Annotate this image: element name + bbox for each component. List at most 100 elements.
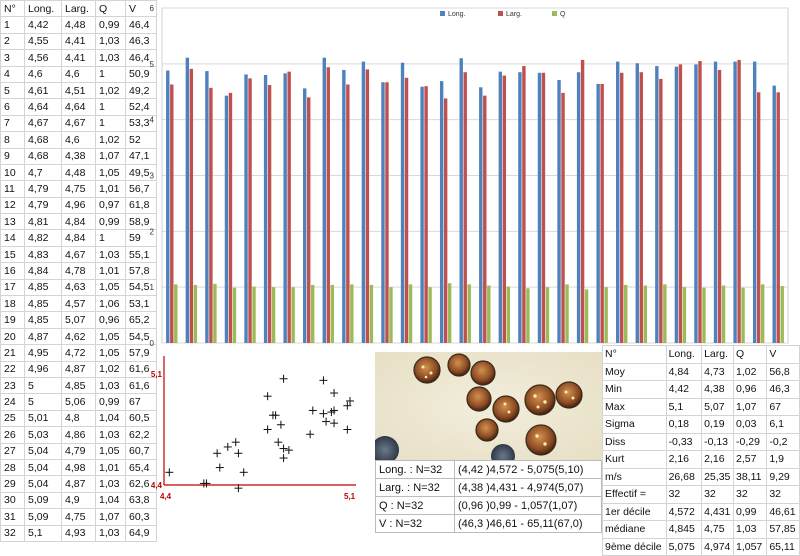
table-cell: 53,1 xyxy=(125,295,157,313)
scatter-point xyxy=(215,463,224,472)
bar-q xyxy=(428,287,432,343)
legend-label: Long. xyxy=(448,11,466,18)
bar-long xyxy=(694,64,698,344)
bar-q xyxy=(545,287,550,343)
y-tick-label: 0 xyxy=(150,339,155,348)
bar-long xyxy=(752,61,757,343)
table-row: 22 4,96 4,87 1,02 61,6 xyxy=(0,360,157,378)
table-cell: 1,02 xyxy=(95,360,126,378)
bar-long xyxy=(322,57,326,344)
stats-cell: 4,38 xyxy=(701,380,734,399)
table-cell: 4,75 xyxy=(61,508,96,526)
bar-long xyxy=(400,62,405,343)
table-cell: 26 xyxy=(0,426,25,444)
table-cell: 5,03 xyxy=(24,426,62,444)
bar-q xyxy=(291,287,295,343)
y-tick-label: 5,1 xyxy=(151,370,163,379)
bar-long xyxy=(342,69,346,343)
bar-long xyxy=(459,58,463,343)
table-cell: 60,3 xyxy=(125,508,157,526)
bar-larg xyxy=(698,61,702,344)
table-cell: 15 xyxy=(0,245,25,264)
range-value: (4,42 )4,572 - 5,075(5,10) xyxy=(454,460,602,479)
table-row: 24 5 5,06 0,99 67 xyxy=(0,393,157,411)
stats-cell: 0,96 xyxy=(732,380,768,399)
bar-larg xyxy=(522,66,526,344)
table-cell: 18 xyxy=(0,295,25,313)
table-header-cell: Larg. xyxy=(61,0,96,18)
bar-q xyxy=(252,286,256,343)
table-cell: 4,6 xyxy=(61,131,96,149)
x-tick-label: 5,1 xyxy=(344,492,356,501)
bar-q xyxy=(741,287,745,343)
scatter-point xyxy=(202,479,211,488)
bar-chart: 0 1 2 3 4 5 6 Long. Larg. Q xyxy=(142,0,800,352)
table-cell: 4,84 xyxy=(24,262,62,280)
stats-cell: 4,84 xyxy=(665,362,703,381)
stats-cell: -0,29 xyxy=(732,432,768,451)
stats-cell: 56,8 xyxy=(766,362,800,381)
bar-larg xyxy=(541,72,546,344)
scatter-point xyxy=(274,438,283,447)
bar-q xyxy=(604,287,608,343)
table-row: 25 5,01 4,8 1,04 60,5 xyxy=(0,409,157,428)
stats-cell: 5,07 xyxy=(701,397,734,416)
stats-row: Moy 4,84 4,73 1,02 56,8 xyxy=(602,362,800,381)
bar-long xyxy=(537,72,542,344)
table-row: 11 4,79 4,75 1,01 56,7 xyxy=(0,180,157,198)
bar-larg xyxy=(326,67,330,343)
table-cell: 4,56 xyxy=(24,49,62,67)
bar-larg xyxy=(561,92,565,343)
table-cell: 4,68 xyxy=(24,147,62,165)
bar-larg xyxy=(287,71,291,344)
table-cell: 20 xyxy=(0,327,25,346)
table-cell: 5,04 xyxy=(24,475,62,493)
stats-header-cell: Larg. xyxy=(701,345,734,364)
bar-long xyxy=(420,86,424,343)
bar-q xyxy=(506,286,511,343)
table-cell: 63,8 xyxy=(125,491,157,510)
table-cell: 4,86 xyxy=(61,426,96,444)
table-cell: 13 xyxy=(0,213,25,231)
stats-cell: 0,99 xyxy=(732,502,768,521)
table-header-row: N° Long. Larg. Q V xyxy=(0,0,157,18)
bar-long xyxy=(713,61,718,343)
stats-cell: Max xyxy=(602,397,667,416)
table-cell: 1,05 xyxy=(95,163,126,182)
table-cell: 65,4 xyxy=(125,458,157,477)
range-row: Long. : N=32 (4,42 )4,572 - 5,075(5,10) xyxy=(375,460,602,479)
scatter-point xyxy=(239,468,248,477)
table-row: 14 4,82 4,84 1 59 xyxy=(0,229,157,247)
scatter-point xyxy=(308,406,317,415)
range-label: Long. : N=32 xyxy=(375,460,455,479)
ranges-table: Long. : N=32 (4,42 )4,572 - 5,075(5,10) La… xyxy=(375,460,602,533)
table-cell: 4,67 xyxy=(61,245,96,264)
stats-cell: Moy xyxy=(602,362,667,381)
bar-long xyxy=(439,81,444,344)
y-tick-label: 4,4 xyxy=(151,481,163,490)
bar-long xyxy=(733,61,737,343)
scatter-point xyxy=(322,417,331,426)
scatter-point xyxy=(263,392,272,401)
stats-row: 1er décile 4,572 4,431 0,99 46,61 xyxy=(602,502,800,521)
table-cell: 6 xyxy=(0,98,25,116)
table-row: 8 4,68 4,6 1,02 52 xyxy=(0,131,157,149)
stats-row: Diss -0,33 -0,13 -0,29 -0,2 xyxy=(602,432,800,451)
table-cell: 1,03 xyxy=(95,32,126,51)
bar-q xyxy=(760,284,765,343)
table-cell: 61,6 xyxy=(125,360,157,378)
table-cell: 54,5 xyxy=(125,278,157,297)
y-tick-label: 4 xyxy=(150,116,155,125)
table-cell: 2 xyxy=(0,32,25,51)
legend-label: Q xyxy=(560,11,566,18)
table-cell: 5,07 xyxy=(61,311,96,329)
table-row: 29 5,04 4,87 1,03 62,6 xyxy=(0,475,157,493)
bar-larg xyxy=(756,92,761,343)
table-cell: 0,99 xyxy=(95,393,126,411)
scatter-point xyxy=(223,442,232,451)
stats-cell: 38,11 xyxy=(732,467,768,486)
table-cell: 1,07 xyxy=(95,508,126,526)
table-cell: 54,5 xyxy=(125,327,157,346)
bar-larg xyxy=(717,69,722,343)
bar-q xyxy=(213,283,217,343)
